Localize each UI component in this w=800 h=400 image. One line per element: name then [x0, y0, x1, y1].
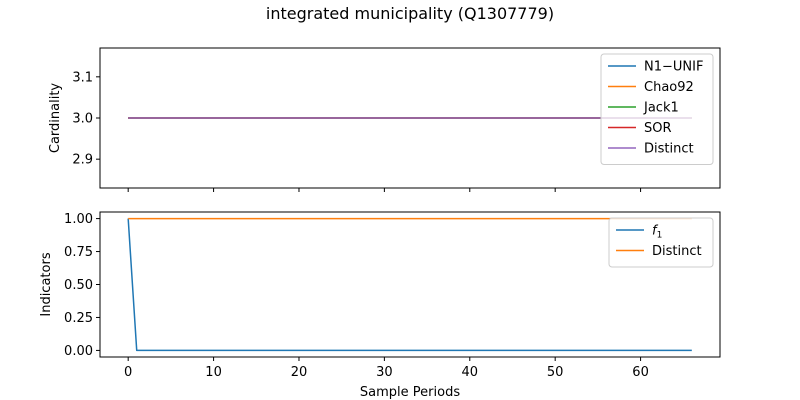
y-tick-label-1: 3.0: [72, 112, 93, 127]
legend-label-4: Distinct: [644, 142, 694, 157]
legend-label-0: N1−UNIF: [644, 60, 703, 75]
y-axis-label: Indicators: [39, 252, 54, 316]
legend: f1 Distinct: [608, 217, 714, 268]
legend-label-2: Jack1: [643, 101, 679, 116]
y-tick-label-2: 0.50: [64, 278, 93, 293]
y-tick-label-0: 0.00: [64, 344, 93, 359]
legend-frame: [600, 53, 714, 165]
legend-label-0: f1: [652, 224, 662, 241]
legend-label-1: Chao92: [644, 80, 694, 95]
series-line-0: [127, 218, 692, 352]
x-tick-label-1: 10: [205, 365, 222, 380]
y-tick-label-2: 3.1: [72, 70, 93, 85]
x-tick-label-4: 40: [462, 365, 479, 380]
x-tick-label-6: 60: [632, 365, 649, 380]
y-tick-label-0: 2.9: [72, 153, 93, 168]
indicators-panel: 0 10 20 30 40 50 60 0.00 0.25 0.50 0.75 1.00 Indicat…: [39, 211, 721, 400]
legend-label-3: SOR: [644, 121, 672, 136]
legend-label-1: Distinct: [652, 244, 702, 259]
legend-frame: [608, 217, 714, 268]
y-tick-label-1: 0.25: [64, 311, 93, 326]
x-axis-label: Sample Periods: [360, 385, 460, 400]
cardinality-panel: 2.9 3.0 3.1 Cardinality N1−UNIF Chao92 Jack1 SO…: [48, 47, 721, 192]
y-axis-label: Cardinality: [48, 83, 63, 154]
figure-title: integrated municipality (Q1307779): [266, 4, 554, 23]
x-tick-label-5: 50: [547, 365, 564, 380]
legend: N1−UNIF Chao92 Jack1 SOR Distinct: [600, 53, 714, 165]
x-tick-label-3: 30: [376, 365, 393, 380]
x-tick-label-0: 0: [124, 365, 132, 380]
y-tick-label-4: 1.00: [64, 212, 93, 227]
x-tick-label-2: 20: [291, 365, 308, 380]
y-tick-label-3: 0.75: [64, 245, 93, 260]
